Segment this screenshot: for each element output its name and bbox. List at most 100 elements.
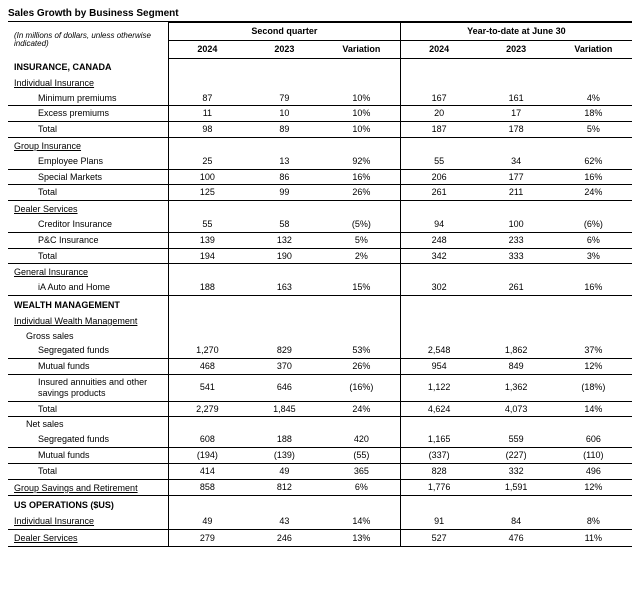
data-cell: 34 — [477, 154, 554, 169]
cell-empty — [169, 75, 246, 91]
table-row: Gross sales — [8, 329, 632, 344]
data-cell: 246 — [246, 530, 323, 547]
data-cell: 12% — [555, 359, 632, 375]
table-row: Total1259926%26121124% — [8, 185, 632, 201]
cell-empty — [400, 313, 477, 329]
data-cell: 10% — [323, 122, 400, 138]
cell-empty — [555, 296, 632, 313]
row-label: Insured annuities and other savings prod… — [8, 375, 169, 402]
data-cell: 4,073 — [477, 401, 554, 417]
table-row: Mutual funds46837026%95484912% — [8, 359, 632, 375]
table-row: Dealer Services — [8, 201, 632, 217]
data-cell: 608 — [169, 432, 246, 447]
data-cell — [477, 329, 554, 344]
cell-empty — [400, 75, 477, 91]
data-cell: 2,279 — [169, 401, 246, 417]
row-label: Total — [8, 122, 169, 138]
data-cell: (55) — [323, 448, 400, 464]
cell-empty — [477, 496, 554, 513]
cell-empty — [477, 138, 554, 154]
data-cell: 858 — [169, 479, 246, 496]
cell-empty — [477, 313, 554, 329]
data-cell: 11% — [555, 530, 632, 547]
data-cell: (18%) — [555, 375, 632, 402]
cell-empty — [555, 264, 632, 280]
data-cell: 92% — [323, 154, 400, 169]
cell-empty — [400, 138, 477, 154]
data-cell: 163 — [246, 280, 323, 295]
cell-empty — [169, 264, 246, 280]
data-cell — [169, 329, 246, 344]
data-cell: 84 — [477, 513, 554, 529]
data-cell: 98 — [169, 122, 246, 138]
cell-empty — [555, 201, 632, 217]
data-cell — [400, 329, 477, 344]
data-cell: 10% — [323, 91, 400, 106]
data-cell — [555, 417, 632, 432]
row-label: Total — [8, 248, 169, 264]
sub-section-header: Individual Wealth Management — [8, 313, 169, 329]
data-cell: 10 — [246, 106, 323, 122]
row-label: P&C Insurance — [8, 232, 169, 248]
data-cell: 17 — [477, 106, 554, 122]
data-cell: 279 — [169, 530, 246, 547]
cell-empty — [400, 264, 477, 280]
cell-empty — [323, 264, 400, 280]
data-cell: 211 — [477, 185, 554, 201]
table-row: Insured annuities and other savings prod… — [8, 375, 632, 402]
data-cell: 177 — [477, 169, 554, 185]
data-cell: 5% — [555, 122, 632, 138]
data-cell: 16% — [555, 169, 632, 185]
data-cell: 43 — [246, 513, 323, 529]
cell-empty — [323, 138, 400, 154]
data-cell: 139 — [169, 232, 246, 248]
cell-empty — [477, 264, 554, 280]
data-cell: 206 — [400, 169, 477, 185]
data-cell: 13% — [323, 530, 400, 547]
data-cell: 6% — [555, 232, 632, 248]
data-cell: 1,270 — [169, 343, 246, 358]
data-cell: 58 — [246, 217, 323, 232]
group-header-q2: Second quarter — [169, 23, 401, 41]
cell-empty — [323, 201, 400, 217]
page-title: Sales Growth by Business Segment — [8, 8, 632, 22]
cell-empty — [169, 496, 246, 513]
data-cell: 26% — [323, 359, 400, 375]
col-header: 2024 — [400, 40, 477, 58]
data-cell: 849 — [477, 359, 554, 375]
data-cell: 55 — [400, 154, 477, 169]
data-cell: 4,624 — [400, 401, 477, 417]
col-header: Variation — [323, 40, 400, 58]
data-cell: 261 — [477, 280, 554, 295]
data-cell: 248 — [400, 232, 477, 248]
data-cell: 100 — [169, 169, 246, 185]
data-cell: 4% — [555, 91, 632, 106]
data-cell: 12% — [555, 479, 632, 496]
data-cell: 167 — [400, 91, 477, 106]
table-row: Total988910%1871785% — [8, 122, 632, 138]
table-row: Total2,2791,84524%4,6244,07314% — [8, 401, 632, 417]
cell-empty — [477, 201, 554, 217]
table-row: Mutual funds(194)(139)(55)(337)(227)(110… — [8, 448, 632, 464]
row-label: Individual Insurance — [8, 513, 169, 529]
cell-empty — [555, 496, 632, 513]
data-cell: 332 — [477, 463, 554, 479]
data-cell: 5% — [323, 232, 400, 248]
row-label: Total — [8, 463, 169, 479]
data-cell: 100 — [477, 217, 554, 232]
table-row: Segregated funds1,27082953%2,5481,86237% — [8, 343, 632, 358]
data-cell: 1,362 — [477, 375, 554, 402]
cell-empty — [246, 75, 323, 91]
data-cell: 1,122 — [400, 375, 477, 402]
data-cell: 91 — [400, 513, 477, 529]
data-cell: 188 — [169, 280, 246, 295]
row-label: Gross sales — [8, 329, 169, 344]
cell-empty — [400, 296, 477, 313]
cell-empty — [246, 296, 323, 313]
table-row: Dealer Services27924613%52747611% — [8, 530, 632, 547]
data-cell: 37% — [555, 343, 632, 358]
table-row: Special Markets1008616%20617716% — [8, 169, 632, 185]
cell-empty — [169, 313, 246, 329]
sub-section-header: Individual Insurance — [8, 75, 169, 91]
table-row: Total41449365828332496 — [8, 463, 632, 479]
